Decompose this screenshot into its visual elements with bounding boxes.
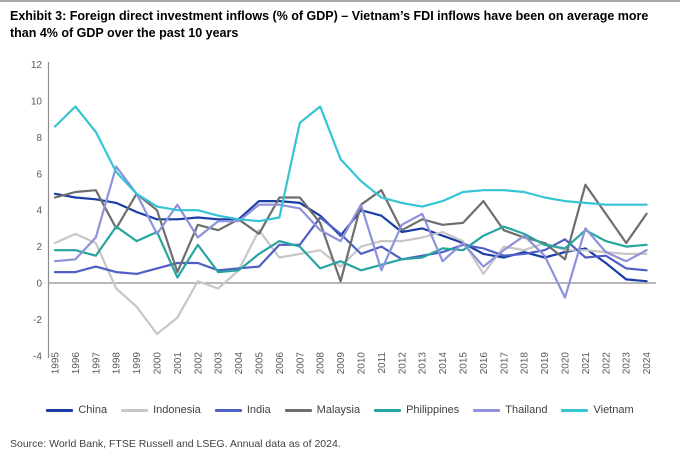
x-tick-label: 2010	[357, 352, 368, 375]
x-tick-label: 2002	[193, 352, 204, 375]
legend-label-vietnam: Vietnam	[593, 404, 634, 416]
x-tick-label: 1995	[51, 352, 62, 375]
x-tick-label: 2008	[316, 352, 327, 375]
x-tick-label: 2021	[581, 352, 592, 375]
source-note: Source: World Bank, FTSE Russell and LSE…	[10, 438, 341, 450]
x-tick-label: 2020	[561, 352, 572, 375]
x-tick-label: 2012	[397, 352, 408, 375]
x-tick-label: 2009	[336, 352, 347, 375]
x-tick-label: 1999	[132, 352, 143, 375]
legend-label-thailand: Thailand	[505, 404, 548, 416]
legend-item-china: China	[46, 404, 107, 416]
x-tick-label: 2000	[153, 352, 164, 375]
legend-item-india: India	[214, 404, 271, 416]
y-tick-label: -2	[33, 315, 42, 326]
legend-swatch-philippines	[374, 408, 402, 412]
x-tick-label: 2024	[642, 352, 653, 375]
legend-label-malaysia: Malaysia	[316, 404, 361, 416]
y-tick-label: 12	[31, 60, 43, 71]
legend-item-vietnam: Vietnam	[561, 404, 634, 416]
y-tick-label: -4	[33, 351, 42, 362]
legend-item-thailand: Thailand	[473, 404, 547, 416]
legend-swatch-thailand	[473, 408, 501, 412]
y-tick-label: 4	[36, 206, 42, 217]
x-tick-label: 2017	[499, 352, 510, 375]
x-tick-label: 2015	[459, 352, 470, 375]
x-tick-label: 2019	[540, 352, 551, 375]
legend-swatch-indonesia	[121, 408, 149, 412]
legend-label-india: India	[246, 404, 271, 416]
legend-item-philippines: Philippines	[374, 404, 459, 416]
series-line-indonesia	[53, 229, 648, 336]
x-tick-label: 2011	[377, 352, 388, 374]
y-tick-label: 8	[36, 133, 42, 144]
legend-label-china: China	[78, 404, 108, 416]
x-tick-label: 2016	[479, 352, 490, 375]
legend-label-philippines: Philippines	[406, 404, 460, 416]
y-tick-label: 6	[36, 169, 42, 180]
x-tick-label: 2001	[173, 352, 184, 375]
series-line-thailand	[53, 165, 648, 299]
x-tick-label: 2003	[214, 352, 225, 375]
fdi-line-chart: -4 -2 0 2 4 6 8 10 12 1995 1996 1997 1998 1999 2000 200…	[31, 60, 656, 375]
x-tick-label: 2023	[622, 352, 633, 375]
x-tick-label: 1997	[91, 352, 102, 375]
x-tick-label: 2013	[418, 352, 429, 375]
exhibit-title: Exhibit 3: Foreign direct investment inf…	[10, 9, 649, 40]
top-divider-rule	[0, 0, 680, 2]
x-tick-label: 2018	[520, 352, 531, 375]
x-tick-label: 2006	[275, 352, 286, 375]
x-tick-label: 2004	[234, 352, 245, 375]
chart-legend: China Indonesia India Malaysia Philippines Th…	[0, 404, 680, 416]
series-line-vietnam	[53, 105, 648, 223]
legend-swatch-malaysia	[284, 408, 312, 412]
x-tick-label: 2005	[255, 352, 266, 375]
legend-item-indonesia: Indonesia	[121, 404, 201, 416]
legend-swatch-vietnam	[561, 408, 589, 412]
x-tick-label: 1996	[71, 352, 82, 375]
y-tick-label: 0	[36, 279, 42, 290]
x-tick-label: 2014	[438, 352, 449, 375]
legend-label-indonesia: Indonesia	[153, 404, 201, 416]
x-tick-label: 2007	[295, 352, 306, 375]
x-tick-label: 1998	[112, 352, 123, 375]
y-tick-label: 10	[31, 97, 43, 108]
legend-swatch-india	[214, 408, 242, 412]
x-tick-label: 2022	[601, 352, 612, 375]
legend-swatch-china	[46, 408, 74, 412]
legend-item-malaysia: Malaysia	[284, 404, 361, 416]
y-tick-label: 2	[36, 242, 42, 253]
series-line-philippines	[53, 225, 648, 279]
